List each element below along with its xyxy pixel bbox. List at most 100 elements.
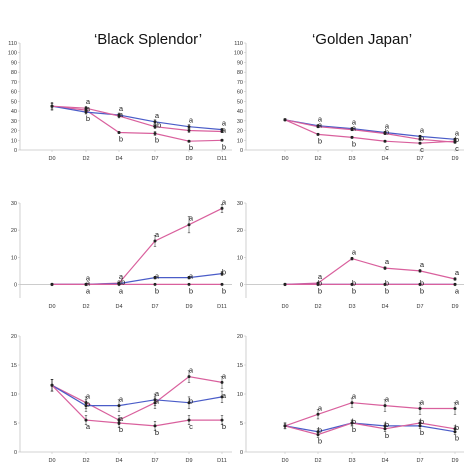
significance-label: b <box>155 428 159 437</box>
significance-label: ab <box>117 278 125 287</box>
data-point <box>418 137 422 141</box>
data-point <box>453 427 457 431</box>
x-tick-label: D11 <box>217 304 227 310</box>
data-point <box>117 404 121 408</box>
data-point <box>84 418 88 422</box>
data-point <box>153 424 157 428</box>
significance-label: a <box>318 115 323 124</box>
y-tick-label: 100 <box>234 51 243 57</box>
series-line-3 <box>284 422 456 436</box>
y-tick-label: 5 <box>240 421 243 427</box>
y-tick-label: 0 <box>240 282 243 288</box>
data-point <box>383 139 387 143</box>
data-point <box>84 282 88 286</box>
data-point <box>283 282 287 286</box>
data-point <box>220 395 224 399</box>
data-point <box>117 282 121 286</box>
x-tick-label: D11 <box>217 458 227 464</box>
significance-label: c <box>385 143 389 152</box>
x-tick-label: D3 <box>348 458 355 464</box>
significance-label: b <box>222 268 226 277</box>
y-tick-label: 10 <box>11 255 17 261</box>
y-tick-label: 0 <box>240 148 243 154</box>
significance-label: a <box>86 97 91 106</box>
significance-label: a <box>222 391 227 400</box>
data-point <box>383 132 387 135</box>
data-point <box>84 404 88 408</box>
significance-label: b <box>189 143 193 152</box>
significance-label: a <box>455 268 460 277</box>
y-tick-label: 30 <box>237 119 243 125</box>
significance-label: b <box>189 397 193 406</box>
x-tick-label: D9 <box>451 304 458 310</box>
x-tick-label: D4 <box>115 458 122 464</box>
data-point <box>187 276 191 280</box>
data-point <box>220 418 224 422</box>
x-tick-label: D2 <box>82 304 89 310</box>
significance-label: a <box>155 230 160 239</box>
y-tick-label: 20 <box>11 334 17 340</box>
y-tick-label: 10 <box>237 138 243 144</box>
data-point <box>418 141 422 145</box>
x-tick-label: D4 <box>381 458 388 464</box>
data-point <box>117 131 121 134</box>
y-tick-label: 40 <box>237 109 243 115</box>
x-tick-label: D7 <box>416 156 423 162</box>
significance-label: b <box>318 286 322 295</box>
data-point <box>383 282 387 286</box>
significance-label: a <box>222 126 227 135</box>
x-tick-label: D4 <box>115 156 122 162</box>
y-tick-label: 70 <box>237 80 243 86</box>
significance-label: b <box>420 278 424 287</box>
significance-label: a <box>222 119 227 128</box>
data-point <box>153 239 157 243</box>
significance-label: a <box>385 122 390 131</box>
data-point <box>187 401 191 405</box>
significance-label: b <box>385 420 389 429</box>
data-point <box>383 266 387 270</box>
data-point <box>153 276 157 280</box>
significance-label: b <box>352 417 356 426</box>
data-point <box>153 125 157 129</box>
series-line-1 <box>284 257 456 285</box>
data-point <box>418 134 422 138</box>
y-tick-label: 20 <box>11 228 17 234</box>
significance-label: b <box>385 278 389 287</box>
significance-label: b <box>119 425 123 434</box>
significance-label: b <box>318 437 322 446</box>
significance-label: b <box>155 286 159 295</box>
significance-label: a <box>119 395 124 404</box>
data-point <box>220 206 224 210</box>
data-point <box>418 421 422 425</box>
x-tick-label: D2 <box>82 156 89 162</box>
data-point <box>187 282 191 286</box>
data-point <box>187 125 191 129</box>
data-point <box>418 282 422 286</box>
x-tick-label: D11 <box>217 156 227 162</box>
y-tick-label: 20 <box>237 228 243 234</box>
significance-label: b <box>420 133 424 142</box>
y-tick-label: 60 <box>11 90 17 96</box>
data-point <box>50 383 54 387</box>
data-point <box>383 427 387 431</box>
x-tick-label: D9 <box>185 458 192 464</box>
data-point <box>187 223 191 227</box>
significance-label: a <box>119 110 124 119</box>
data-point <box>153 132 157 135</box>
data-point <box>153 282 157 286</box>
series-line-1 <box>284 402 455 427</box>
significance-label: b <box>420 428 424 437</box>
significance-label: a <box>318 272 323 281</box>
significance-label: a <box>420 260 425 269</box>
significance-label: a <box>385 257 390 266</box>
y-tick-label: 80 <box>237 70 243 76</box>
data-point <box>117 421 121 425</box>
significance-label: b <box>222 142 226 151</box>
significance-label: a <box>420 125 425 134</box>
y-tick-label: 10 <box>11 392 17 398</box>
